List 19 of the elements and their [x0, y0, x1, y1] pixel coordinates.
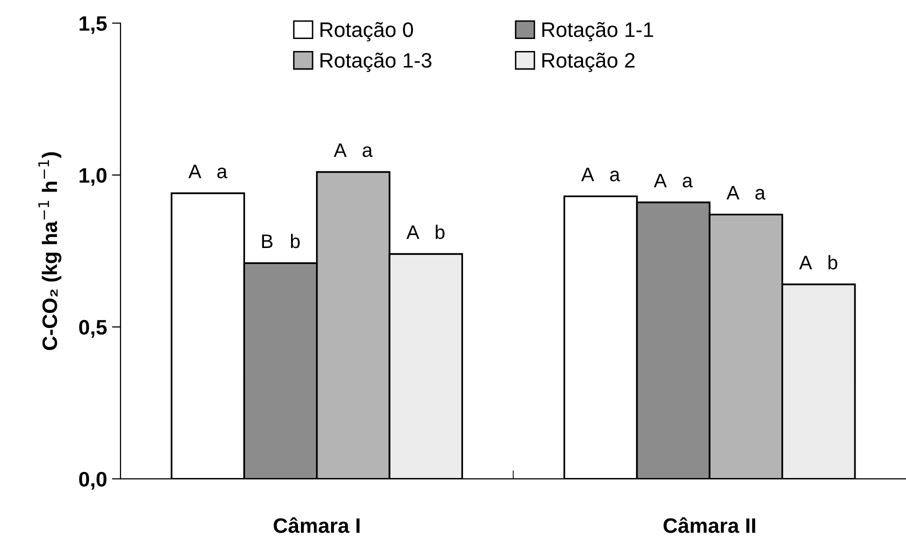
y-tick-label: 0,0 — [79, 472, 106, 490]
data-label: A a — [334, 143, 373, 158]
data-label: A a — [654, 174, 693, 188]
legend-label: Rotação 0 — [320, 22, 413, 42]
data-label: A a — [726, 186, 766, 200]
data-label: A a — [581, 168, 620, 182]
y-tick-label: 0,5 — [79, 320, 107, 338]
legend-label: Rotação 1-3 — [320, 52, 432, 72]
data-label: A b — [799, 255, 838, 270]
y-tick-label: 1,5 — [80, 16, 107, 34]
data-label: A a — [188, 164, 228, 178]
data-label: B b — [262, 234, 300, 248]
legend-label: Rotação 2 — [542, 52, 635, 72]
data-label: A b — [406, 224, 445, 240]
legend-label: Rotação 1-1 — [542, 22, 654, 42]
y-tick-label: 1,0 — [80, 168, 106, 186]
x-tick-label: Câmara II — [664, 517, 756, 534]
y-axis-title: C-CO₂ (kg ha$^{−1}$ h$^{−1}$) — [38, 152, 62, 350]
x-tick-label: Câmara I — [274, 517, 360, 534]
